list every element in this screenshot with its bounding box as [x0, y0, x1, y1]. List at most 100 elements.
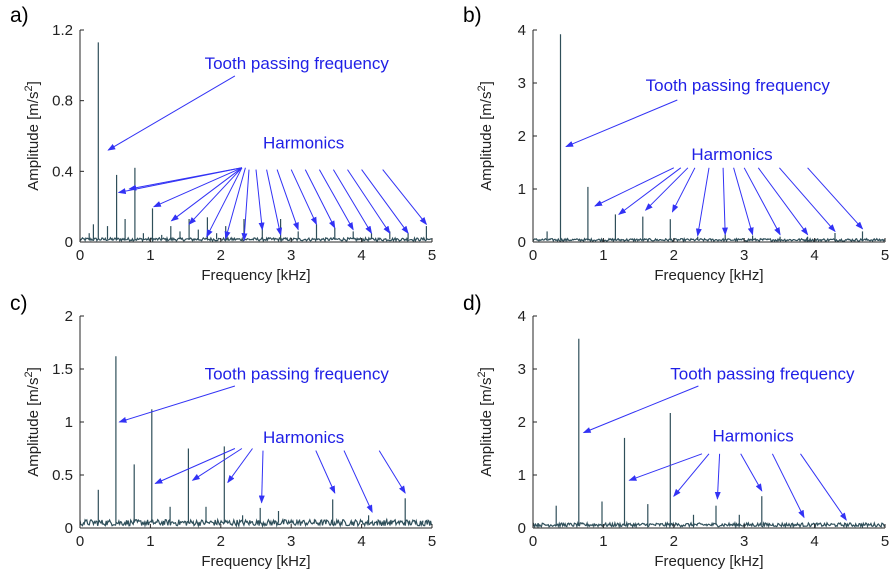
y-axis-title: Amplitude [m/s2]: [23, 367, 42, 477]
y-tick-label: 2: [518, 414, 526, 431]
annotation-arrow: [347, 169, 391, 235]
annotation-arrow: [191, 448, 243, 481]
annotation-arrow: [733, 167, 754, 236]
annotation-arrow: [582, 385, 699, 434]
panel-1: a) 0 1 2 3 4 5 0 0.4 0.8 1.2 Frequency [kHz] Amplitu…: [10, 4, 436, 284]
panel-4: d) 0 1 2 3 4 5 0 1 2 3 4 Frequency [kHz] Amplitude [m…: [463, 292, 889, 570]
y-tick-label: 0: [65, 234, 73, 251]
x-tick-label: 0: [529, 533, 537, 550]
annotation-arrow: [807, 167, 864, 230]
annotation-arrow: [618, 167, 682, 216]
tooth-passing-label: Tooth passing frequency: [205, 365, 390, 384]
harmonics-label: Harmonics: [691, 145, 772, 164]
annotation-arrow: [332, 169, 373, 235]
y-tick-label: 1: [518, 467, 526, 484]
annotation-arrow: [628, 453, 703, 481]
spectrum-noise-line: [79, 517, 432, 529]
annotation-arrow: [757, 167, 809, 236]
annotation-arrow: [565, 99, 678, 148]
annotation-arrow: [206, 167, 243, 238]
annotation-arrow: [241, 169, 250, 242]
annotation-arrow: [695, 167, 710, 237]
panel-2: b) 0 1 2 3 4 5 0 1 2 3 4 Frequency [kHz] Amplitude [m…: [463, 4, 889, 284]
y-tick-label: 0.5: [52, 467, 73, 484]
x-axis-title: Frequency [kHz]: [201, 553, 310, 570]
panel-3: c) 0 1 2 3 4 5 0 0.5 1 1.5 2 Frequency [kHz] Amplitud…: [10, 292, 436, 570]
annotation-arrow: [714, 453, 721, 500]
annotation-arrow: [107, 75, 236, 151]
annotation-arrow: [779, 167, 836, 233]
harmonics-label: Harmonics: [263, 428, 344, 447]
y-tick-label: 1: [518, 181, 526, 198]
annotation-arrow: [343, 450, 373, 514]
annotation-arrow: [673, 453, 710, 497]
y-tick-label: 0.8: [52, 93, 73, 110]
spectrum-noise-line: [79, 236, 432, 243]
annotation-arrow: [740, 453, 763, 492]
annotation-arrow: [290, 169, 317, 226]
x-tick-label: 3: [740, 533, 748, 550]
annotation-arrow: [315, 450, 336, 494]
annotation-arrow: [154, 448, 236, 484]
annotation-arrow: [304, 169, 336, 229]
harmonics-label: Harmonics: [713, 427, 794, 446]
x-tick-label: 1: [146, 533, 154, 550]
annotation-arrow: [258, 450, 265, 504]
harmonics-label: Harmonics: [263, 133, 344, 152]
x-tick-label: 1: [599, 247, 607, 264]
y-tick-label: 0: [65, 520, 73, 537]
annotation-arrow: [318, 169, 354, 231]
y-tick-label: 4: [518, 22, 526, 39]
x-tick-label: 5: [428, 247, 436, 264]
x-axis-title: Frequency [kHz]: [201, 267, 310, 284]
tooth-passing-label: Tooth passing frequency: [670, 365, 855, 384]
y-axis-title: Amplitude [m/s2]: [476, 367, 495, 477]
y-tick-label: 3: [518, 361, 526, 378]
x-tick-label: 4: [357, 533, 365, 550]
y-tick-label: 2: [518, 128, 526, 145]
annotation-arrow: [382, 169, 428, 226]
annotation-arrow: [170, 167, 243, 222]
panel-letter: d): [463, 292, 482, 315]
y-axis-title: Amplitude [m/s2]: [476, 81, 495, 191]
x-tick-label: 2: [670, 533, 678, 550]
y-tick-label: 2: [65, 308, 73, 325]
annotation-arrow: [128, 167, 242, 191]
x-tick-label: 3: [740, 247, 748, 264]
annotation-arrow: [743, 167, 781, 236]
annotation-arrow: [255, 169, 265, 231]
y-tick-label: 4: [518, 308, 526, 325]
spectrum-noise-line: [532, 237, 885, 243]
x-tick-label: 4: [357, 247, 365, 264]
annotation-arrow: [671, 167, 696, 213]
x-tick-label: 5: [428, 533, 436, 550]
annotation-arrow: [152, 167, 243, 208]
y-tick-label: 1: [65, 414, 73, 431]
x-axis-title: Frequency [kHz]: [654, 553, 763, 570]
y-tick-label: 1.2: [52, 22, 73, 39]
x-tick-label: 0: [529, 247, 537, 264]
y-tick-label: 3: [518, 75, 526, 92]
x-tick-label: 0: [76, 247, 84, 264]
spectrum-noise-line: [532, 520, 885, 530]
x-tick-label: 0: [76, 533, 84, 550]
x-tick-label: 2: [670, 247, 678, 264]
y-tick-label: 0: [518, 520, 526, 537]
y-tick-label: 0: [518, 234, 526, 251]
y-tick-label: 1.5: [52, 361, 73, 378]
panel-letter: c): [10, 292, 28, 315]
panel-letter: b): [463, 4, 482, 27]
x-tick-label: 2: [217, 247, 225, 264]
x-tick-label: 3: [287, 533, 295, 550]
annotation-arrow: [721, 167, 728, 236]
annotation-arrow: [227, 448, 253, 484]
tooth-passing-label: Tooth passing frequency: [646, 76, 831, 95]
x-tick-label: 5: [881, 533, 889, 550]
annotation-arrow: [800, 453, 847, 521]
annotation-arrow: [188, 167, 243, 226]
x-tick-label: 3: [287, 247, 295, 264]
tooth-passing-label: Tooth passing frequency: [205, 54, 390, 73]
x-tick-label: 1: [146, 247, 154, 264]
annotation-arrow: [266, 169, 283, 236]
